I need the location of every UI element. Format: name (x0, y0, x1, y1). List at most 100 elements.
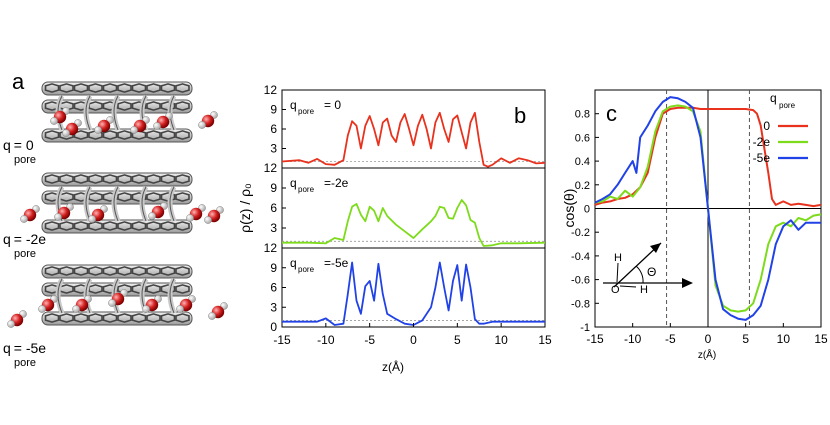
hydrogen-atom (142, 305, 150, 313)
carbon-ring (44, 174, 60, 184)
hydrogen-atom (204, 216, 212, 224)
carbon-ring (117, 130, 132, 140)
xtick-label: -10 (624, 332, 642, 346)
water-molecule (176, 295, 196, 313)
ytick-label: 9 (270, 181, 277, 195)
carbon-ring (146, 221, 161, 231)
svg-text:pore: pore (14, 248, 36, 260)
carbon-ring (131, 174, 147, 184)
water-molecule (38, 295, 58, 313)
density-line-1 (282, 199, 546, 247)
legend-entry-2: -5e (753, 151, 771, 165)
hydrogen-atom (198, 121, 206, 129)
carbon-ring (146, 101, 161, 111)
dipole-arrow-head (650, 243, 661, 253)
water-molecule (142, 295, 162, 313)
panel-a-label: a (12, 69, 25, 94)
subplot-frame-1 (281, 167, 546, 249)
ytick-label: -1 (580, 322, 590, 334)
svg-text:q= 0: q = 0 (3, 137, 34, 153)
svg-text:pore: pore (14, 154, 36, 166)
wall-bond-outline (141, 186, 147, 222)
hydrogen-atom (176, 305, 184, 313)
subplot-annotation-value-0: = 0 (324, 98, 341, 112)
carbon-ring (146, 266, 161, 276)
subplot-frame-2 (281, 247, 546, 328)
hydrogen-atom (153, 122, 161, 130)
carbon-ring (131, 192, 147, 202)
carbon-ring (175, 313, 190, 323)
water-molecule (7, 310, 27, 328)
wall-bond-outline (169, 278, 175, 314)
subplot-frame-0 (281, 89, 546, 169)
xtick-label: 0 (705, 332, 712, 346)
carbon-ring (88, 83, 103, 93)
water-molecule (186, 204, 206, 222)
svg-text:q= -2e: q = -2e (3, 231, 46, 247)
xtick-label: 5 (742, 332, 749, 346)
density-line-0 (281, 111, 546, 168)
carbon-ring (117, 192, 132, 202)
subplot-annotation-1: q (290, 176, 297, 190)
carbon-ring (146, 313, 161, 323)
svg-text:q= -5e: q = -5e (3, 340, 46, 356)
water-molecule (20, 205, 40, 223)
water-molecule (62, 119, 82, 137)
carbon-ring (160, 266, 176, 276)
inset-label-o: O (611, 284, 620, 296)
ytick-label: -0.8 (571, 298, 590, 310)
ytick-label: 3 (270, 142, 277, 156)
carbon-ring (88, 174, 103, 184)
molecular-illustration (7, 81, 228, 328)
wall-bond-outline (169, 186, 175, 222)
wall-bond-outline (113, 95, 119, 131)
subplot-annotation-value-2: =-5e (324, 256, 349, 270)
carbon-ring (44, 266, 60, 276)
carbon-ring (146, 83, 161, 93)
xtick-label: 10 (777, 332, 791, 346)
carbon-ring (117, 266, 132, 276)
carbon-ring (44, 130, 60, 140)
hydrogen-atom (148, 212, 156, 220)
ytick-label: 6 (270, 122, 277, 136)
carbon-ring (73, 313, 89, 323)
wall-bond-outline (113, 186, 119, 222)
graphene-sheet (41, 128, 193, 143)
xtick-label: -15 (586, 332, 604, 346)
inset-label-h1: H (614, 252, 622, 264)
water-molecule (148, 202, 168, 220)
water-molecule (72, 295, 92, 313)
inset-label-h2: H (640, 284, 648, 296)
carbon-ring (73, 266, 89, 276)
carbon-ring (175, 192, 190, 202)
graphene-sheet (41, 190, 193, 205)
row-label-3: q = -5e pore (3, 340, 46, 369)
water-molecule (130, 116, 150, 134)
carbon-ring (59, 266, 74, 276)
carbon-ring (146, 174, 161, 184)
carbon-ring (146, 192, 161, 202)
subplot-annotation-sub-2: pore (298, 265, 315, 274)
hydrogen-atom (62, 129, 70, 137)
hydrogen-atom (108, 299, 116, 307)
carbon-ring (175, 266, 190, 276)
carbon-ring (59, 313, 74, 323)
xtick-label: 0 (410, 333, 417, 347)
carbon-ring (102, 174, 118, 184)
carbon-ring (117, 101, 132, 111)
carbon-ring (44, 313, 60, 323)
hydrogen-atom (94, 126, 102, 134)
svg-text:pore: pore (14, 357, 36, 369)
graphene-sheet (41, 81, 193, 96)
ytick-label: 0.4 (575, 156, 590, 168)
carbon-ring (73, 174, 89, 184)
subplot-annotation-value-1: =-2e (324, 176, 349, 190)
carbon-ring (117, 313, 132, 323)
xtick-label: -10 (317, 333, 335, 347)
carbon-ring (160, 83, 176, 93)
carbon-ring (131, 83, 147, 93)
ytick-label: 0.6 (575, 132, 590, 144)
carbon-ring (131, 313, 147, 323)
carbon-ring (146, 130, 161, 140)
dipole-arrow (613, 242, 662, 288)
